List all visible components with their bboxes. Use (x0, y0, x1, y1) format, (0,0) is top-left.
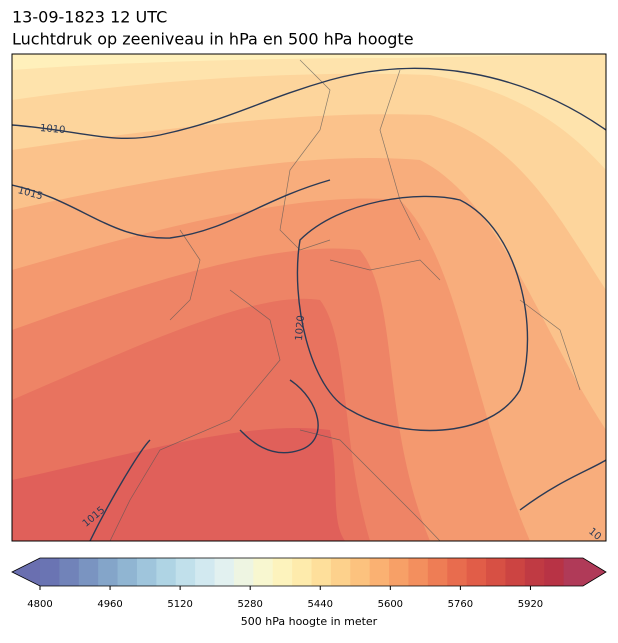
colorbar-segment (369, 558, 390, 586)
colorbar-segment (40, 558, 60, 586)
colorbar-segment (427, 558, 448, 586)
colorbar-segment (253, 558, 274, 586)
colorbar-segment (311, 558, 332, 586)
colorbar-segment (292, 558, 312, 586)
colorbar: 4800 4960 5120 5280 5440 5600 5760 5920 (11, 557, 607, 610)
map: 1010 1015 1020 1015 10 (12, 54, 606, 543)
colorbar-segment (505, 558, 526, 586)
subtitle: Luchtdruk op zeeniveau in hPa en 500 hPa… (12, 30, 414, 49)
colorbar-segment (389, 558, 409, 586)
colorbar-segment (330, 558, 351, 586)
colorbar-segment (350, 558, 371, 586)
colorbar-segment (156, 558, 177, 586)
colorbar-segment (544, 558, 565, 586)
colorbar-segment (117, 558, 138, 586)
colorbar-label: 500 hPa hoogte in meter (241, 615, 378, 628)
colorbar-segment (175, 558, 196, 586)
colorbar-outline (11, 557, 607, 587)
isobar-label: 1020 (294, 315, 307, 341)
colorbar-segment (447, 558, 468, 586)
colorbar-tick-label: 5760 (448, 599, 473, 610)
colorbar-segment (233, 558, 254, 586)
colorbar-tick-label: 4800 (27, 599, 52, 610)
colorbar-extend-min (12, 558, 40, 586)
colorbar-tick-label: 5600 (378, 599, 403, 610)
colorbar-segment (214, 558, 235, 586)
map-frame (11, 53, 607, 542)
isobar-label: 1010 (39, 123, 65, 136)
colorbar-segment (98, 558, 119, 586)
colorbar-segment (195, 558, 216, 586)
colorbar-extend-max (583, 558, 606, 586)
colorbar-segment (59, 558, 80, 586)
colorbar-segment (272, 558, 293, 586)
colorbar-tick-label: 5920 (518, 599, 543, 610)
colorbar-segment (466, 558, 487, 586)
colorbar-segment (78, 558, 99, 586)
isobar-label: 10 (586, 526, 603, 543)
colorbar-tick-label: 5280 (237, 599, 262, 610)
colorbar-segment (408, 558, 429, 586)
colorbar-segment (136, 558, 157, 586)
colorbar-segment (524, 558, 545, 586)
colorbar-tick-label: 4960 (97, 599, 122, 610)
colorbar-segment (563, 558, 584, 586)
colorbar-tick-label: 5440 (308, 599, 333, 610)
colorbar-segment (486, 558, 506, 586)
colorbar-tick-label: 5120 (167, 599, 192, 610)
title: 13-09-1823 12 UTC (12, 8, 167, 27)
